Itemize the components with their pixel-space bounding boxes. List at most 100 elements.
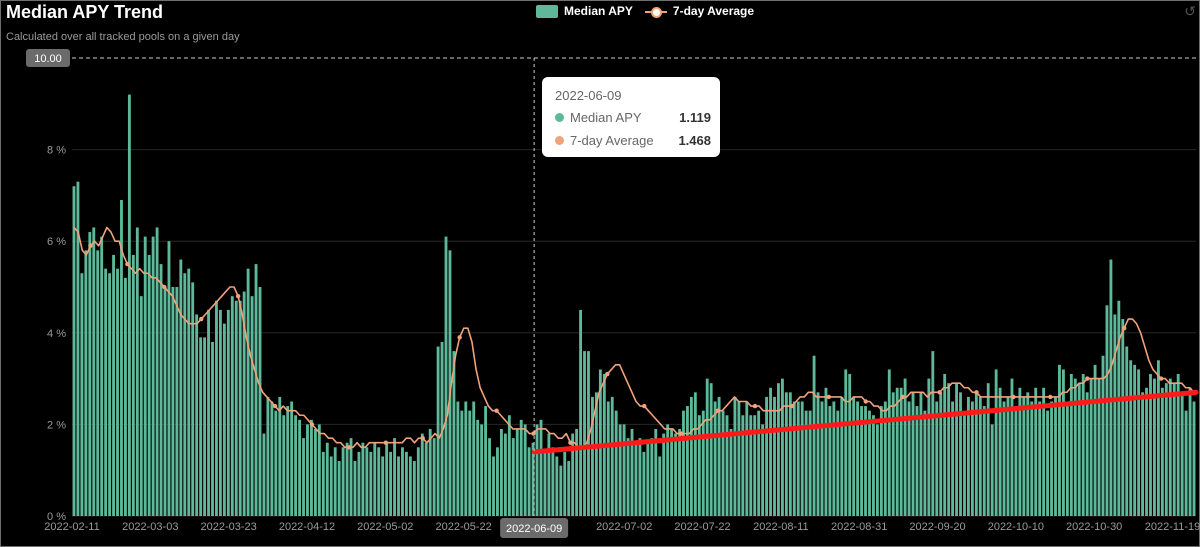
bar[interactable] [658,456,662,516]
bar-series-median-apy[interactable] [72,94,1196,517]
bar[interactable] [1069,374,1073,516]
bar[interactable] [1042,387,1046,516]
bar[interactable] [361,442,365,516]
bar[interactable] [393,438,396,516]
bar[interactable] [523,424,527,516]
bar[interactable] [955,383,958,516]
bar[interactable] [575,428,579,516]
bar[interactable] [127,94,131,516]
bar[interactable] [531,442,535,516]
bar[interactable] [270,401,274,517]
line-point[interactable] [162,284,167,290]
bar[interactable] [872,415,875,516]
bar[interactable] [579,309,582,516]
bar[interactable] [1105,305,1109,516]
bar[interactable] [1156,360,1160,516]
bar[interactable] [749,415,753,516]
bar[interactable] [852,396,856,516]
bar[interactable] [1176,374,1180,516]
bar[interactable] [1188,387,1192,516]
line-point[interactable] [1158,376,1164,381]
bar[interactable] [456,401,460,517]
bar[interactable] [1184,410,1188,516]
bar[interactable] [939,392,943,516]
bar[interactable] [369,451,373,516]
bar[interactable] [666,424,670,516]
bar[interactable] [1101,355,1105,516]
bar[interactable] [1061,369,1065,516]
bar[interactable] [1026,392,1030,516]
bar[interactable] [1125,346,1129,516]
bar[interactable] [571,433,575,516]
bar[interactable] [630,428,634,516]
bar[interactable] [931,351,935,516]
bar[interactable] [191,282,195,516]
bar[interactable] [1192,401,1196,517]
bar[interactable] [923,410,927,516]
bar[interactable] [325,442,329,516]
bar[interactable] [1050,401,1053,517]
bar[interactable] [163,287,167,516]
bar[interactable] [844,369,848,516]
bar[interactable] [234,300,238,516]
bar[interactable] [800,401,804,517]
bar[interactable] [92,227,96,516]
line-point[interactable] [235,293,241,299]
bar[interactable] [1117,300,1121,516]
bar[interactable] [674,433,677,516]
line-path[interactable] [73,226,1195,449]
bar[interactable] [397,456,400,516]
bar[interactable] [1141,392,1144,516]
bar[interactable] [377,447,381,516]
bar[interactable] [563,451,567,516]
line-point[interactable] [1085,376,1090,381]
bar[interactable] [104,268,108,516]
line-point[interactable] [678,431,684,436]
bar[interactable] [618,424,622,516]
bar[interactable] [927,378,931,516]
bar[interactable] [1065,401,1069,517]
bar[interactable] [808,410,812,516]
bar[interactable] [203,337,207,516]
bar[interactable] [951,401,955,517]
bar[interactable] [310,419,313,516]
bar[interactable] [539,419,543,516]
bar[interactable] [1168,378,1172,516]
bar[interactable] [974,392,978,516]
bar[interactable] [80,273,84,516]
bar[interactable] [408,456,412,516]
bar[interactable] [329,456,333,516]
bar[interactable] [670,428,674,516]
bar[interactable] [507,415,511,516]
bar[interactable] [697,415,701,516]
bar[interactable] [654,428,658,516]
line-point[interactable] [309,422,315,427]
bar[interactable] [555,456,559,516]
bar[interactable] [100,236,104,516]
bar[interactable] [357,451,361,516]
bar[interactable] [856,401,860,517]
bar[interactable] [266,396,270,516]
restore-icon[interactable]: ↺ [1184,3,1196,19]
bar[interactable] [254,264,258,516]
bar[interactable] [444,236,448,516]
bar[interactable] [990,424,994,516]
bar[interactable] [963,415,966,516]
bar[interactable] [1129,360,1133,516]
bar[interactable] [345,442,349,516]
line-point[interactable] [1011,394,1016,400]
bar[interactable] [891,392,895,516]
bar[interactable] [721,410,725,516]
bar[interactable] [693,392,697,516]
bar[interactable] [488,438,491,516]
bar[interactable] [642,451,646,516]
bar[interactable] [274,410,278,516]
bar[interactable] [496,447,499,516]
bar[interactable] [773,396,776,516]
bar[interactable] [155,227,159,516]
bar[interactable] [436,346,440,516]
bar[interactable] [705,378,709,516]
bar[interactable] [1034,387,1038,516]
bar[interactable] [994,369,998,516]
bar[interactable] [258,287,262,516]
